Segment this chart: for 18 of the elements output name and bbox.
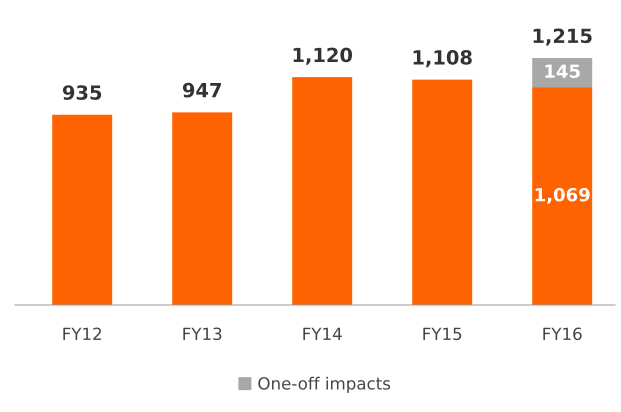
x-tick-label: FY15	[423, 328, 462, 340]
data-label: 145	[545, 64, 580, 78]
x-tick-label: FY16	[543, 328, 582, 340]
bar	[172, 112, 232, 305]
data-label: 1,069	[536, 188, 590, 204]
total-label: 1,120	[294, 48, 352, 65]
bar	[532, 88, 592, 305]
x-tick-label: FY13	[183, 328, 222, 340]
x-tick-label: FY12	[63, 328, 102, 340]
legend-label: One-off impacts	[258, 376, 390, 393]
bar	[412, 80, 472, 305]
x-tick-label: FY14	[303, 328, 342, 340]
total-label: 1,215	[534, 28, 592, 46]
total-label: 1,108	[414, 50, 472, 68]
total-label: 947	[182, 82, 221, 98]
bar	[292, 77, 352, 305]
total-label: 935	[62, 85, 102, 100]
bar	[52, 114, 112, 305]
